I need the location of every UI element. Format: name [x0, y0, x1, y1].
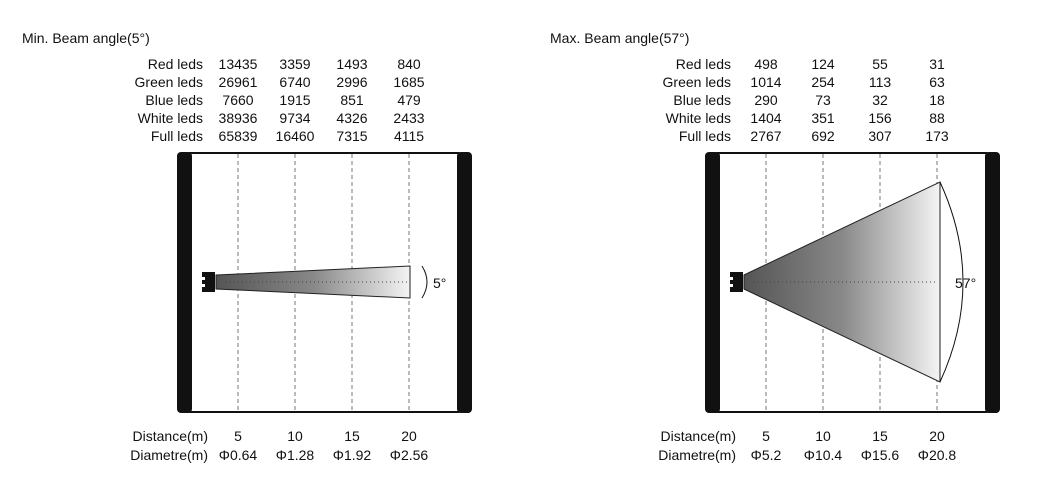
light-beam	[215, 265, 411, 299]
distance-label: Distance(m)	[661, 428, 736, 444]
angle-label: 57°	[955, 275, 976, 291]
table-row: Full leds 65839 16460 7315 4115	[151, 128, 424, 144]
row-value: 4326	[336, 110, 367, 126]
diameter-value: Φ1.28	[276, 447, 315, 463]
table-row: White leds 38936 9734 4326 2433	[138, 110, 425, 126]
row-value: 840	[397, 56, 421, 72]
row-value: 351	[811, 110, 835, 126]
fixture-icon	[730, 272, 743, 292]
panel-min-beam: Min. Beam angle(5°) Red leds 13435 3359 1493…	[22, 30, 472, 463]
diameter-label: Diametre(m)	[658, 447, 736, 463]
row-value: 173	[925, 128, 949, 144]
row-label: Red leds	[676, 56, 731, 72]
row-value: 55	[872, 56, 888, 72]
panel-title: Max. Beam angle(57°)	[550, 30, 689, 46]
row-value: 254	[811, 74, 835, 90]
row-value: 32	[872, 92, 888, 108]
row-value: 18	[929, 92, 945, 108]
row-value: 2433	[393, 110, 424, 126]
row-value: 1404	[750, 110, 781, 126]
row-value: 1915	[279, 92, 310, 108]
row-value: 88	[929, 110, 945, 126]
diameter-value: Φ5.2	[751, 447, 782, 463]
row-value: 65839	[219, 128, 258, 144]
row-value: 307	[868, 128, 892, 144]
table-row: Green leds 26961 6740 2996 1685	[135, 74, 425, 90]
right-wall	[457, 152, 472, 413]
distance-value: 10	[287, 428, 303, 444]
table-row: Full leds 2767 692 307 173	[679, 128, 949, 144]
table-row: Red leds 498 124 55 31	[676, 56, 945, 72]
row-value: 13435	[219, 56, 258, 72]
row-value: 16460	[276, 128, 315, 144]
row-value: 498	[754, 56, 778, 72]
row-value: 4115	[394, 128, 424, 144]
left-wall	[705, 152, 720, 413]
distance-label: Distance(m)	[133, 428, 208, 444]
row-value: 6740	[279, 74, 310, 90]
table-row: White leds 1404 351 156 88	[666, 110, 945, 126]
row-value: 156	[868, 110, 892, 126]
table-row: Red leds 13435 3359 1493 840	[148, 56, 421, 72]
row-value: 7660	[222, 92, 253, 108]
table-row: Blue leds 7660 1915 851 479	[145, 92, 420, 108]
row-label: Green leds	[135, 74, 203, 90]
diameter-value: Φ20.8	[918, 447, 957, 463]
row-label: Green leds	[663, 74, 731, 90]
angle-label: 5°	[433, 275, 446, 291]
distance-value: 5	[762, 428, 770, 444]
row-label: White leds	[138, 110, 203, 126]
row-value: 63	[929, 74, 945, 90]
right-wall	[985, 152, 1000, 413]
distance-value: 20	[401, 428, 417, 444]
row-value: 113	[869, 74, 892, 90]
row-value: 290	[754, 92, 778, 108]
angle-arc	[939, 181, 964, 383]
distance-value: 5	[234, 428, 242, 444]
panel-title: Min. Beam angle(5°)	[22, 30, 150, 46]
angle-arc	[421, 265, 428, 299]
row-value: 7315	[336, 128, 367, 144]
row-value: 31	[929, 56, 945, 72]
row-value: 851	[340, 92, 364, 108]
diameter-value: Φ10.4	[804, 447, 843, 463]
row-value: 2996	[336, 74, 367, 90]
diameter-value: Φ15.6	[861, 447, 900, 463]
row-value: 124	[811, 56, 835, 72]
diameter-value: Φ0.64	[219, 447, 258, 463]
row-label: Full leds	[151, 128, 203, 144]
row-label: Red leds	[148, 56, 203, 72]
diameter-value: Φ1.92	[333, 447, 372, 463]
row-value: 3359	[279, 56, 310, 72]
fixture-icon	[202, 272, 215, 292]
table-row: Green leds 1014 254 113 63	[663, 74, 945, 90]
distance-value: 10	[815, 428, 831, 444]
row-value: 1014	[750, 74, 781, 90]
row-value: 26961	[219, 74, 258, 90]
row-value: 9734	[279, 110, 310, 126]
diameter-value: Φ2.56	[390, 447, 429, 463]
row-value: 73	[815, 92, 831, 108]
row-value: 1685	[393, 74, 424, 90]
row-label: Blue leds	[145, 92, 203, 108]
row-label: Full leds	[679, 128, 731, 144]
row-value: 692	[811, 128, 835, 144]
row-value: 479	[397, 92, 421, 108]
distance-value: 20	[929, 428, 945, 444]
left-wall	[177, 152, 192, 413]
row-value: 2767	[750, 128, 781, 144]
distance-value: 15	[872, 428, 888, 444]
row-value: 1493	[336, 56, 367, 72]
diameter-label: Diametre(m)	[130, 447, 208, 463]
table-row: Blue leds 290 73 32 18	[673, 92, 945, 108]
panel-max-beam: Max. Beam angle(57°) Red leds 498 124 55 31 Gr…	[550, 30, 1000, 463]
row-label: Blue leds	[673, 92, 731, 108]
row-label: White leds	[666, 110, 731, 126]
distance-value: 15	[344, 428, 360, 444]
row-value: 38936	[219, 110, 258, 126]
